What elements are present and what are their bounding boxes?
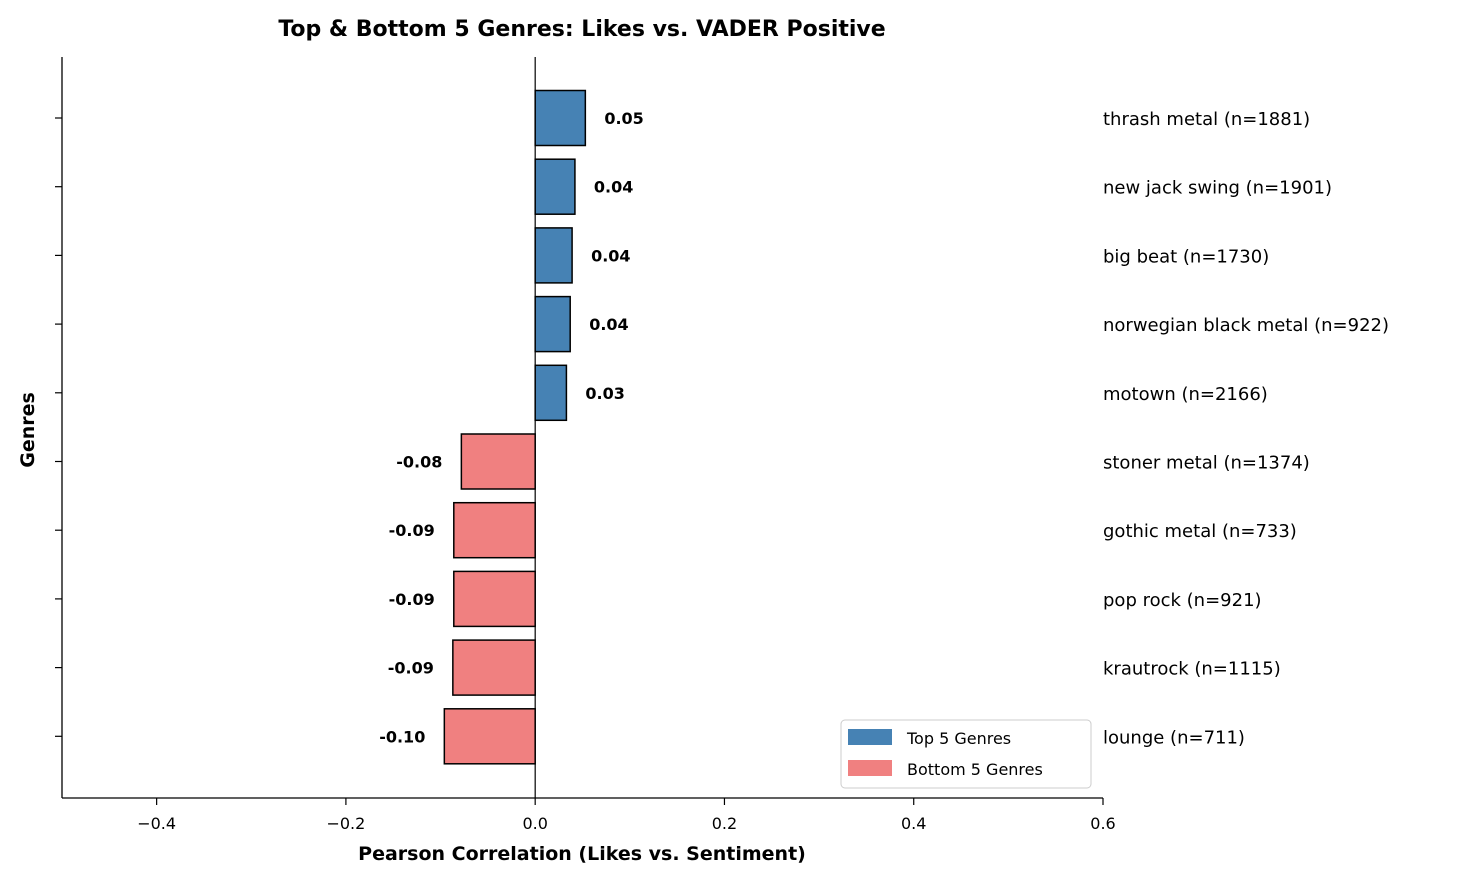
bars-layer: 0.05 thrash metal (n=1881) 0.04 new jack sw… bbox=[379, 57, 1389, 798]
bar-value-label: -0.09 bbox=[389, 590, 435, 609]
bar-top bbox=[534, 364, 568, 422]
bar-top bbox=[534, 227, 573, 284]
bar-value-label: 0.03 bbox=[585, 384, 624, 403]
x-axis-label: Pearson Correlation (Likes vs. Sentiment… bbox=[358, 843, 806, 865]
legend-swatch-bottom bbox=[848, 760, 892, 776]
legend-label-bottom: Bottom 5 Genres bbox=[907, 760, 1043, 779]
x-tick-label: −0.2 bbox=[326, 814, 365, 833]
legend-frame bbox=[840, 719, 1092, 789]
genre-label: motown (n=2166) bbox=[1103, 384, 1268, 405]
genre-label: pop rock (n=921) bbox=[1103, 590, 1262, 611]
bar-value-label: 0.04 bbox=[594, 178, 633, 197]
x-tick-label: 0.2 bbox=[712, 814, 737, 833]
bar-bottom bbox=[460, 433, 536, 490]
x-tick-label: 0.0 bbox=[522, 814, 547, 833]
bar-value-label: -0.09 bbox=[388, 659, 434, 678]
genre-label: lounge (n=711) bbox=[1103, 727, 1245, 748]
legend: Top 5 Genres Bottom 5 Genres bbox=[840, 719, 1092, 789]
bar-bottom bbox=[453, 570, 536, 628]
ticks-layer: −0.4 −0.2 0.0 0.2 0.4 0.6 bbox=[55, 117, 1116, 833]
bar-bottom bbox=[443, 708, 536, 765]
bar-value-label: 0.04 bbox=[589, 315, 628, 334]
bar-top bbox=[534, 295, 571, 353]
chart-title: Top & Bottom 5 Genres: Likes vs. VADER P… bbox=[278, 17, 885, 42]
y-axis-label: Genres bbox=[17, 392, 39, 468]
bar-value-label: -0.09 bbox=[389, 521, 435, 540]
x-tick-label: −0.4 bbox=[137, 814, 176, 833]
legend-swatch-top bbox=[848, 729, 892, 745]
bar-top bbox=[534, 158, 576, 215]
genre-label: new jack swing (n=1901) bbox=[1103, 178, 1332, 199]
bar-value-label: -0.10 bbox=[379, 727, 425, 746]
x-tick-label: 0.4 bbox=[901, 814, 926, 833]
genre-label: gothic metal (n=733) bbox=[1103, 521, 1297, 542]
bar-bottom bbox=[452, 639, 536, 696]
genre-label: stoner metal (n=1374) bbox=[1103, 453, 1310, 474]
axes-layer bbox=[61, 57, 1103, 799]
legend-label-top: Top 5 Genres bbox=[906, 729, 1011, 748]
genre-label: krautrock (n=1115) bbox=[1103, 659, 1281, 680]
bar-bottom bbox=[453, 501, 536, 559]
x-tick-label: 0.6 bbox=[1090, 814, 1115, 833]
genre-label: big beat (n=1730) bbox=[1103, 246, 1269, 267]
bar-value-label: 0.05 bbox=[604, 109, 643, 128]
genre-label: norwegian black metal (n=922) bbox=[1103, 315, 1389, 336]
genre-label: thrash metal (n=1881) bbox=[1103, 109, 1310, 130]
bar-value-label: 0.04 bbox=[591, 246, 630, 265]
bar-top bbox=[534, 89, 587, 147]
bar-value-label: -0.08 bbox=[396, 453, 442, 472]
